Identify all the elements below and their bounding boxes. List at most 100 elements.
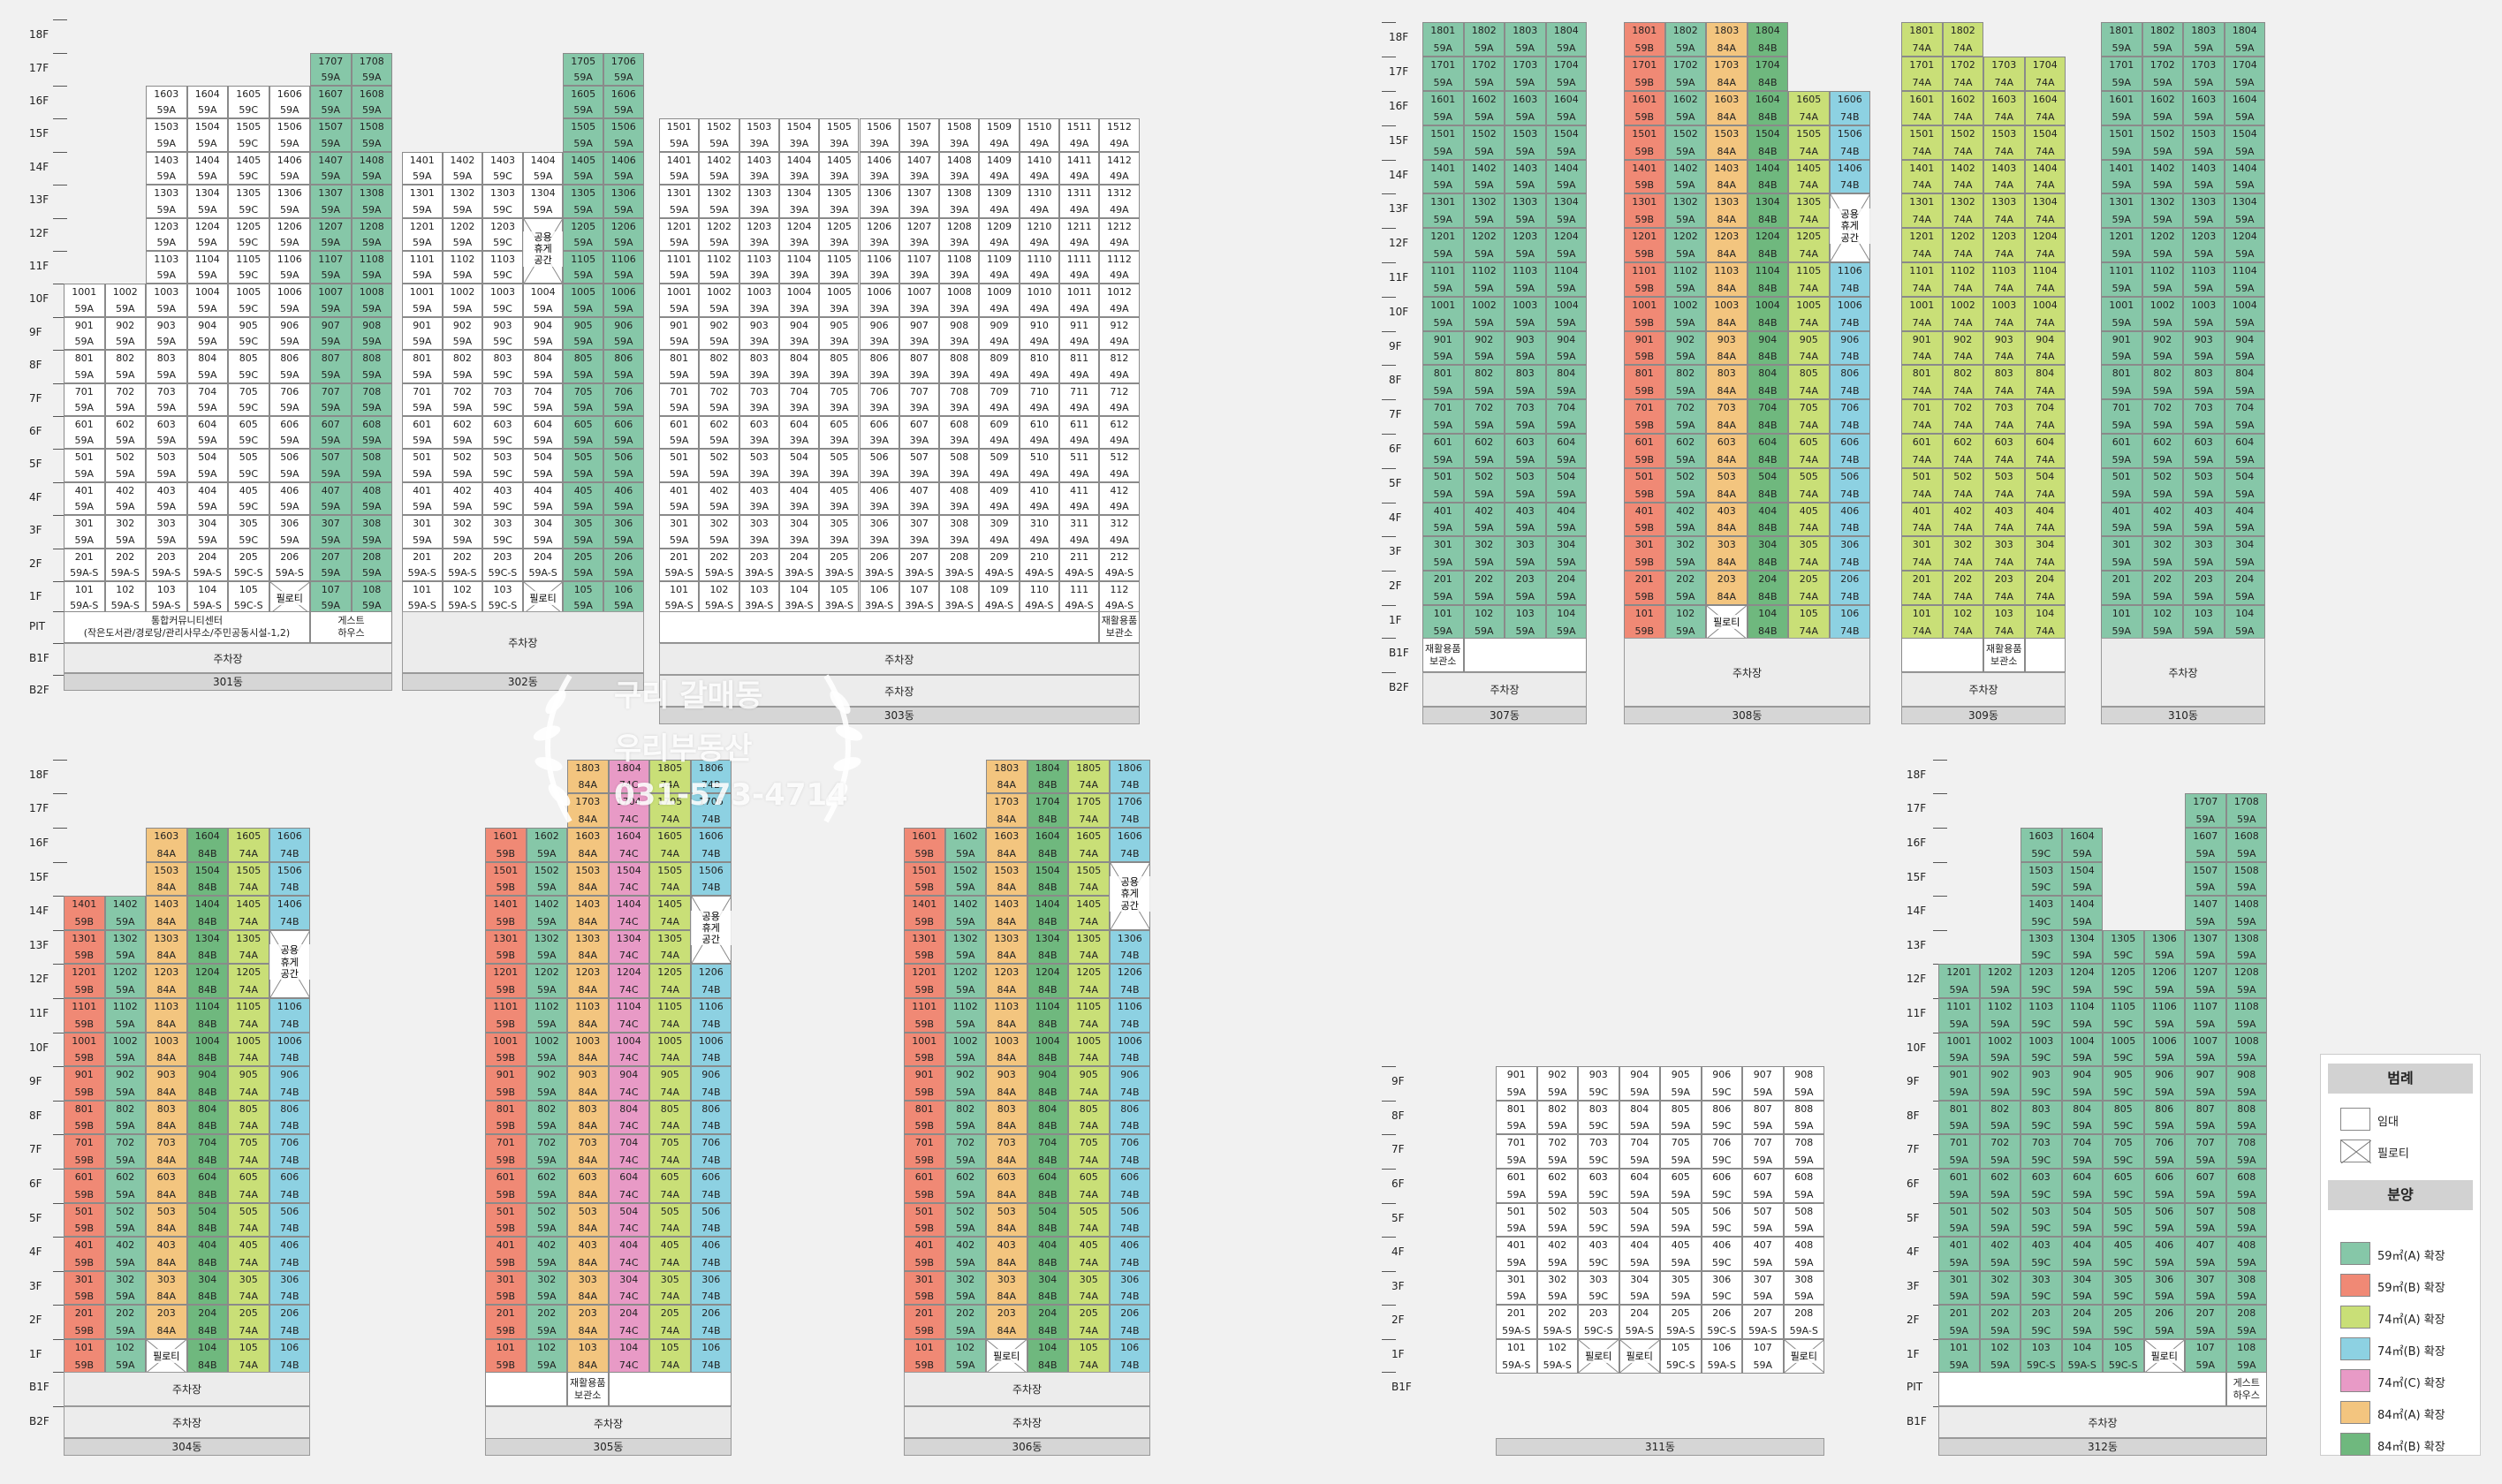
unit-number: 102	[1990, 1342, 2010, 1353]
unit-number: 602	[956, 1171, 975, 1183]
unit-cell: 1301 59B	[904, 929, 945, 965]
unit-cell: 1106 74B	[1109, 998, 1150, 1033]
unit-cell: 705 59A	[563, 382, 603, 416]
unit-cell-1f: 104 74A	[2024, 605, 2066, 640]
unit-type: 59A	[361, 368, 382, 381]
floor-label: 2F	[1907, 1314, 1920, 1327]
unit-type: 59A	[2195, 1324, 2216, 1336]
unit-number: 811	[1070, 352, 1089, 365]
unit-type: 74A	[2035, 625, 2055, 637]
unit-cell: 406 74B	[690, 1237, 732, 1271]
unit-cell-1f: 107 59A	[1742, 1339, 1784, 1374]
unit-cell: 1303 59A	[2183, 193, 2225, 229]
unit-cell-1f: 103 59A-S	[146, 581, 187, 615]
unit-number: 403	[1515, 504, 1535, 517]
unit-cell: 1302 59A	[442, 185, 483, 218]
unit-cell: 703 74A	[1983, 399, 2025, 434]
floor-tick	[1382, 399, 1396, 401]
unit-type: 84A	[578, 1188, 598, 1200]
unit-cell: 1602 59A	[526, 828, 567, 862]
unit-cell: 905 74A	[1788, 330, 1830, 366]
unit-type: 59A	[1556, 522, 1576, 534]
unit-type: 39A-S	[824, 600, 853, 612]
unit-number: 1406	[277, 154, 302, 166]
unit-cell: 1104 84B	[1747, 262, 1788, 297]
unit-number: 1111	[1066, 254, 1092, 265]
unit-cell: 308 39A	[939, 515, 980, 549]
unit-cell: 603 59C	[2021, 1169, 2062, 1203]
unit-cell: 1003 84A	[146, 1032, 187, 1067]
unit-type: 59A	[1990, 1324, 2010, 1336]
unit-number: 101	[1433, 608, 1452, 619]
unit-type: 59A-S	[193, 566, 222, 579]
unit-cell: 1102 74A	[1942, 262, 1983, 297]
unit-type: 74C	[618, 882, 639, 894]
b1-facility	[1463, 638, 1587, 672]
unit-number: 1404	[2032, 162, 2058, 174]
unit-number: 810	[1029, 352, 1049, 365]
unit-type: 84A	[997, 882, 1017, 894]
unit-cell: 906 74B	[269, 1066, 310, 1101]
unit-number: 1402	[952, 898, 978, 911]
unit-number: 1305	[1076, 932, 1102, 944]
unit-cell: 302 74A	[1942, 536, 1983, 572]
unit-type: 74A	[2035, 453, 2055, 466]
unit-cell: 401 59A	[1422, 502, 1464, 537]
unit-type: 39A	[749, 501, 769, 513]
unit-type: 74A	[1799, 247, 1819, 260]
unit-type: 59A	[197, 203, 217, 216]
unit-cell: 1208 59A	[2225, 964, 2267, 998]
unit-cell: 1103 84A	[986, 998, 1027, 1033]
unit-type: 84B	[197, 983, 217, 996]
unit-type: 49A	[1069, 368, 1089, 381]
unit-cell: 1604 84B	[186, 828, 228, 862]
unit-cell: 1505 74A	[1788, 125, 1830, 160]
unit-cell: 210 49A-S	[1019, 548, 1059, 581]
unit-cell: 1603 84A	[567, 828, 609, 862]
unit-cell: 410 49A	[1019, 481, 1059, 516]
unit-type: 84B	[1757, 42, 1778, 55]
unit-number: 1101	[1632, 265, 1657, 276]
unit-cell: 801 59A	[64, 350, 105, 383]
unit-number: 907	[1753, 1069, 1772, 1081]
unit-number: 205	[239, 1307, 258, 1320]
unit-type: 59A	[156, 236, 177, 248]
floor-label: 1F	[29, 590, 42, 602]
unit-number: 904	[1758, 333, 1778, 345]
unit-type: 59A	[669, 368, 689, 381]
unit-cell: 1608 59A	[351, 86, 392, 119]
unit-type: 74C	[618, 1324, 639, 1336]
unit-number: 501	[74, 1205, 94, 1217]
unit-cell: 503 74A	[1983, 467, 2025, 503]
unit-type: 59A	[536, 950, 557, 962]
unit-number: 1003	[154, 1034, 179, 1047]
unit-type: 74A	[1952, 522, 1973, 534]
unit-type: 59A	[361, 600, 382, 612]
unit-type: 74A	[1912, 214, 1932, 226]
unit-number: 901	[1433, 333, 1452, 345]
unit-cell: 405 59C	[228, 481, 269, 516]
unit-number: 806	[2155, 1102, 2174, 1115]
unit-type: 59A	[1949, 1188, 1969, 1200]
unit-type: 39A	[949, 236, 969, 248]
unit-number: 601	[74, 419, 94, 430]
unit-type: 84A	[156, 1018, 177, 1030]
floor-label: 11F	[29, 260, 49, 272]
unit-cell: 406 74B	[1829, 502, 1870, 537]
unit-number: 1208	[359, 220, 384, 232]
unit-type: 59A	[2236, 950, 2256, 962]
unit-number: 903	[1515, 333, 1535, 345]
unit-number: 1204	[1553, 231, 1579, 243]
unit-number: 1703	[994, 796, 1020, 808]
unit-cell: 906 59A	[269, 316, 310, 351]
unit-number: 1205	[2111, 966, 2136, 979]
unit-cell: 1704 74A	[2024, 57, 2066, 91]
floor-tick	[1933, 828, 1947, 829]
unit-cell: 1103 84A	[567, 998, 609, 1033]
unit-cell: 1303 84A	[146, 929, 187, 965]
unit-number: 104	[1557, 608, 1576, 619]
unit-number: 102	[1548, 1342, 1567, 1353]
unit-cell: 209 49A-S	[979, 548, 1020, 581]
unit-number: 1802	[2149, 25, 2175, 37]
unit-cell: 904 59A	[2061, 1066, 2103, 1101]
